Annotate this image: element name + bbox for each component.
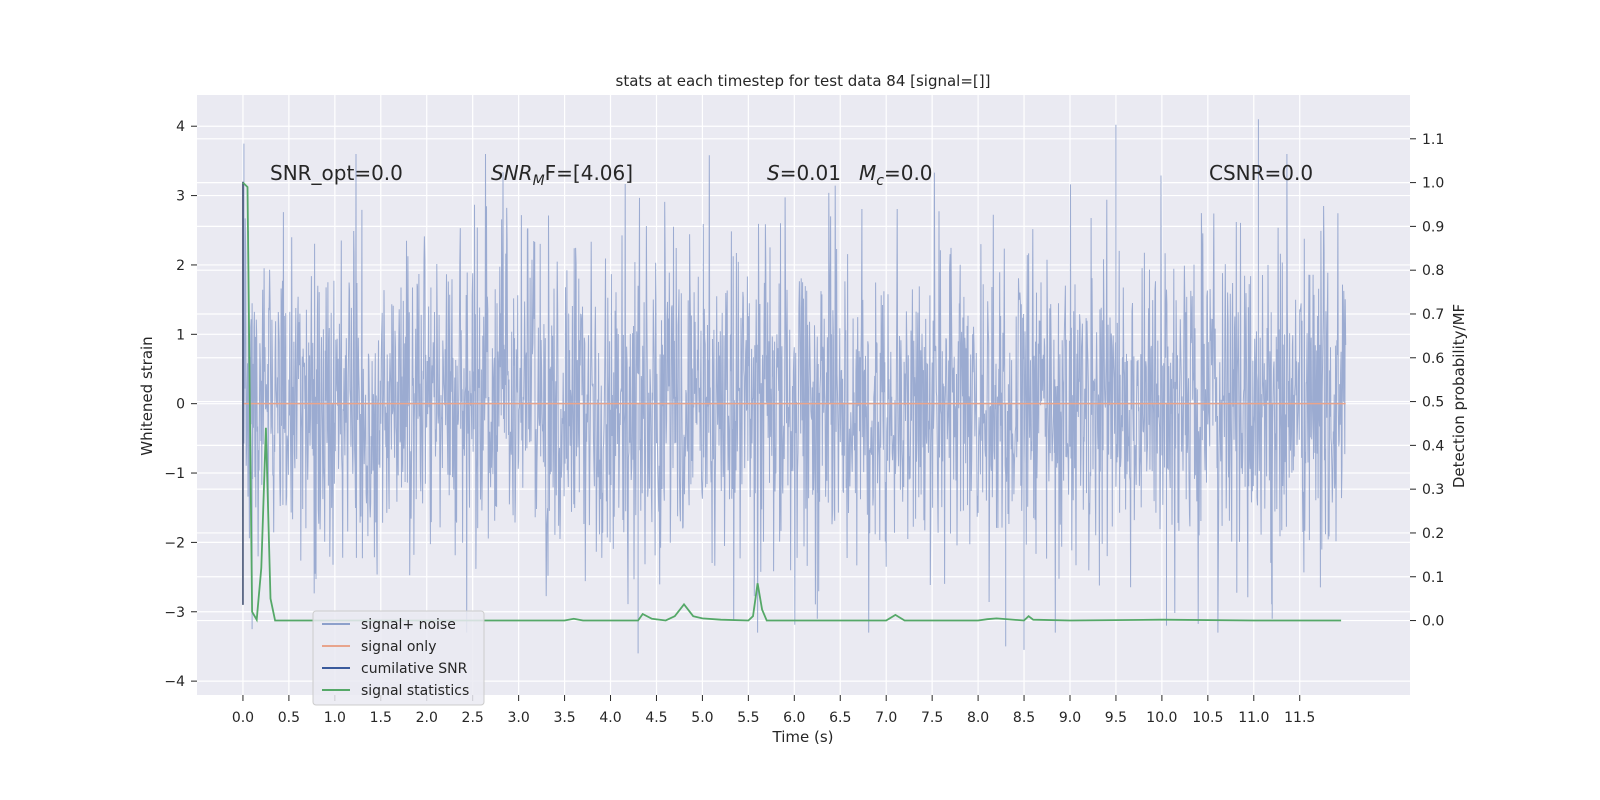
tick-label-x: 4.5: [645, 710, 667, 726]
legend-box: [312, 610, 485, 706]
tick-label-x: 6.5: [829, 710, 851, 726]
legend-label-signal-noise: signal+ noise: [361, 617, 456, 633]
tick-label-right: 0.1: [1422, 570, 1444, 586]
tick-label-x: 1.0: [324, 710, 346, 726]
annotation-mc-val: =0.0: [884, 161, 933, 185]
tick-label-x: 11.0: [1238, 710, 1269, 726]
tick-label-x: 3.0: [507, 710, 529, 726]
tick-label-x: 10.0: [1146, 710, 1177, 726]
tick-label-x: 1.5: [370, 710, 392, 726]
tick-label-left: −4: [164, 674, 185, 690]
annotation-mc-var: M: [859, 161, 876, 185]
tick-label-x: 10.5: [1192, 710, 1223, 726]
tick-label-x: 8.0: [967, 710, 989, 726]
legend-label-signal-statistics: signal statistics: [361, 683, 469, 699]
tick-label-left: 3: [176, 189, 185, 205]
line-series: [242, 181, 1346, 623]
tick-label-right: 0.3: [1422, 482, 1444, 498]
legend-label-cumulative-snr: cumilative SNR: [361, 661, 468, 677]
annotations: SNR_opt=0.0 SNRMF=[4.06] S=0.01 Mc=0.0 C…: [270, 161, 1313, 189]
annotation-snr-mf: SNRMF=[4.06]: [491, 161, 633, 189]
tick-label-x: 6.0: [783, 710, 805, 726]
noise-series: [242, 119, 1347, 654]
tick-label-x: 7.0: [875, 710, 897, 726]
tick-label-x: 5.5: [737, 710, 759, 726]
tick-label-right: 0.4: [1422, 438, 1444, 454]
tick-label-right: 0.5: [1422, 395, 1444, 411]
tick-label-x: 8.5: [1013, 710, 1035, 726]
left-axis: −4 −3 −2 −1 0 1 2 3 4: [164, 119, 197, 690]
tick-label-right: 0.2: [1422, 526, 1444, 542]
annotation-mc-sub: c: [876, 173, 884, 189]
tick-label-left: −2: [164, 535, 185, 551]
tick-label-x: 7.5: [921, 710, 943, 726]
legend: signal+ noise signal only cumilative SNR…: [312, 610, 485, 706]
tick-label-x: 5.0: [691, 710, 713, 726]
tick-label-left: −3: [164, 605, 185, 621]
annotation-snr-mf-sub: M: [533, 173, 545, 189]
tick-label-right: 1.0: [1422, 176, 1444, 192]
tick-label-left: 4: [176, 119, 185, 135]
signal-statistics-line: [242, 181, 1342, 623]
tick-label-x: 0.0: [232, 710, 254, 726]
tick-label-x: 4.0: [599, 710, 621, 726]
tick-label-x: 2.5: [462, 710, 484, 726]
annotation-snr-opt: SNR_opt=0.0: [270, 161, 403, 185]
annotation-s-var: S: [767, 161, 780, 185]
annotation-csnr: CSNR=0.0: [1209, 161, 1313, 185]
x-axis-label: Time (s): [772, 728, 834, 746]
annotation-mc: Mc=0.0: [859, 161, 933, 189]
tick-label-x: 11.5: [1284, 710, 1315, 726]
annotation-snr-mf-main: SNR: [491, 161, 533, 185]
tick-label-x: 2.0: [416, 710, 438, 726]
tick-label-x: 3.5: [553, 710, 575, 726]
tick-label-right: 0.0: [1422, 614, 1444, 630]
tick-label-left: 2: [176, 258, 185, 274]
right-axis: 0.0 0.1 0.2 0.3 0.4 0.5 0.6 0.7 0.8 0.9 1.0 1.1: [1410, 132, 1444, 630]
legend-label-signal-only: signal only: [361, 639, 436, 655]
tick-label-right: 0.6: [1422, 351, 1444, 367]
tick-label-left: 0: [176, 397, 185, 413]
tick-label-right: 1.1: [1422, 132, 1444, 148]
y-axis-label-left: Whitened strain: [138, 336, 156, 455]
tick-label-right: 0.9: [1422, 219, 1444, 235]
x-axis: 0.0 0.5 1.0 1.5 2.0 2.5 3.0 3.5 4.0 4.5 5.0 5.5 6.0 6…: [232, 695, 1315, 726]
annotation-s-val: =0.01: [780, 161, 841, 185]
tick-label-x: 0.5: [278, 710, 300, 726]
tick-label-x: 9.5: [1105, 710, 1127, 726]
annotation-snr-mf-rest: F=[4.06]: [545, 161, 633, 185]
signal-noise-line: [242, 119, 1347, 654]
tick-label-x: 9.0: [1059, 710, 1081, 726]
tick-label-right: 0.8: [1422, 263, 1444, 279]
chart-title: stats at each timestep for test data 84 …: [616, 72, 991, 90]
tick-label-left: 1: [176, 327, 185, 343]
annotation-s: S=0.01: [767, 161, 841, 185]
tick-label-right: 0.7: [1422, 307, 1444, 323]
y-axis-label-right: Detection probability/MF: [1450, 304, 1468, 488]
tick-label-left: −1: [164, 466, 185, 482]
